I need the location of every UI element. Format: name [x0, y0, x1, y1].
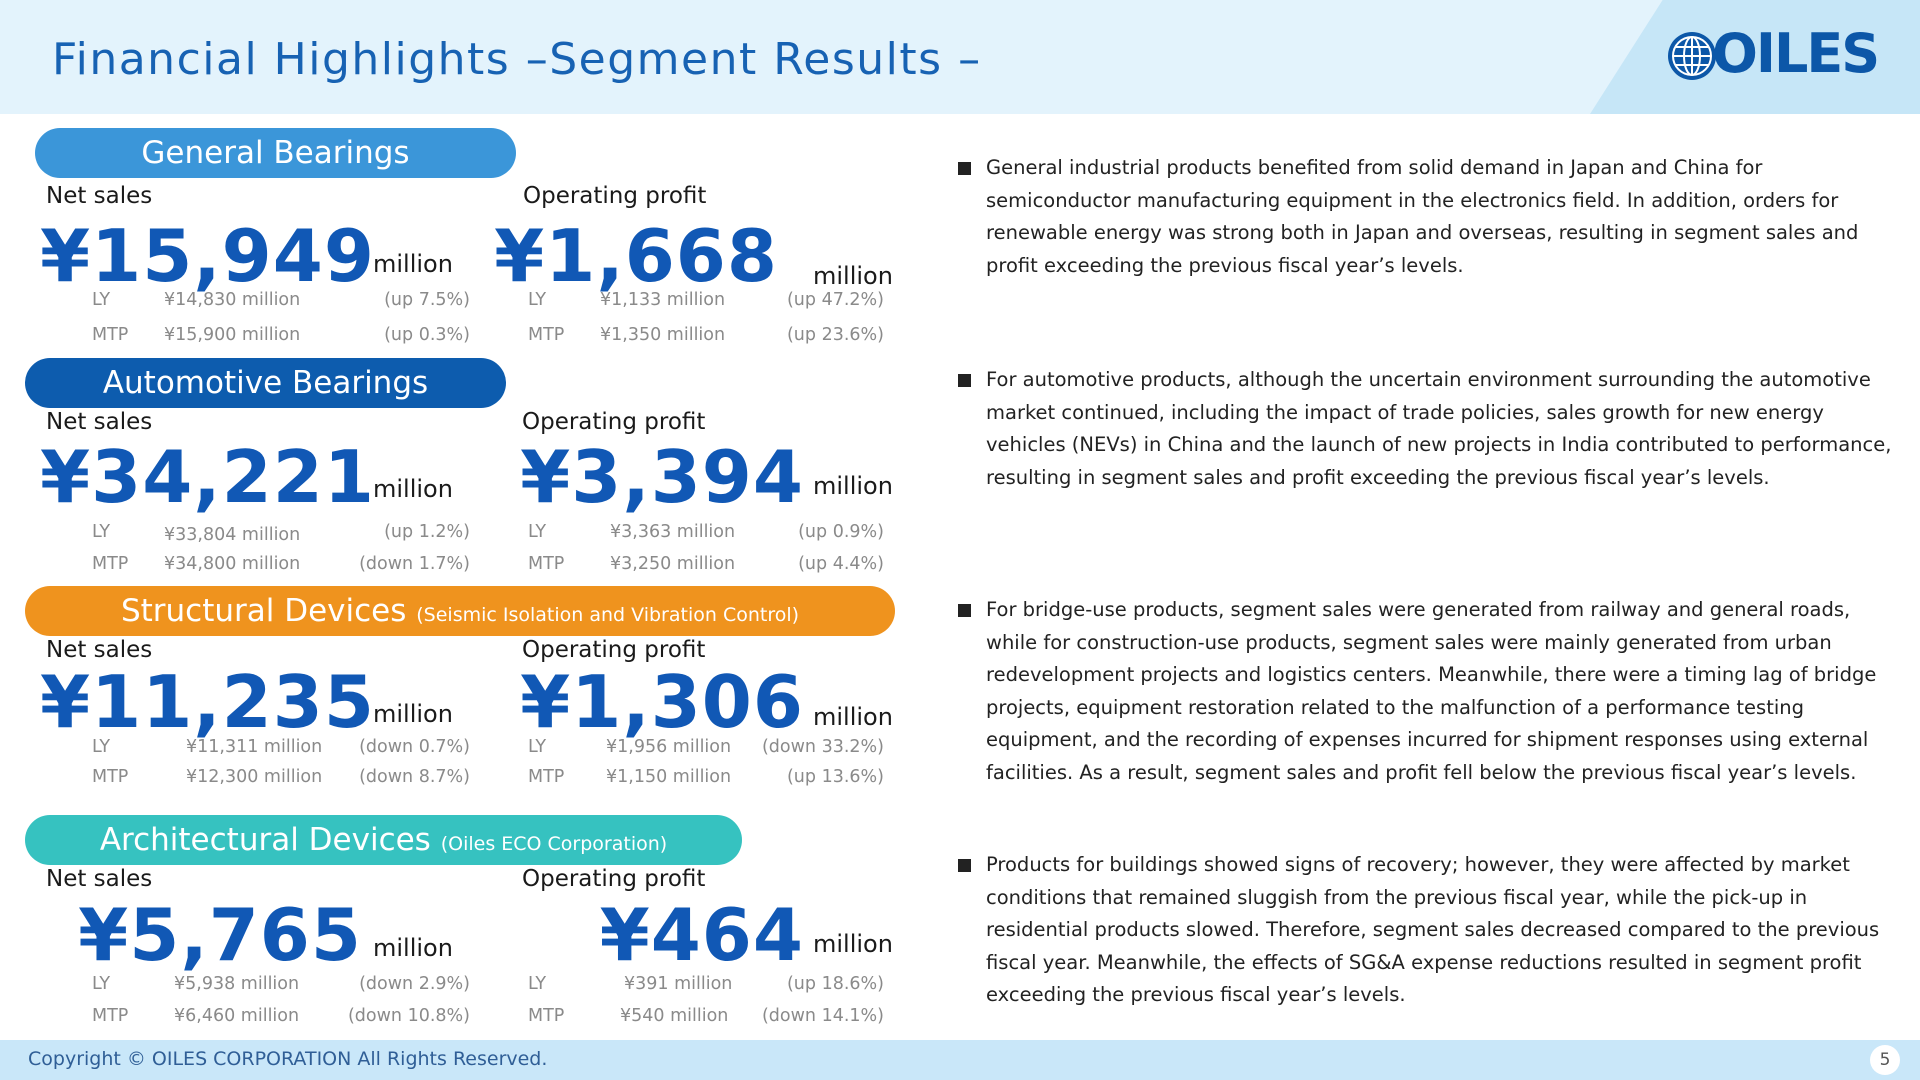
- net-sales-mtp-label: MTP: [92, 767, 129, 787]
- net-sales-ly-value: ¥5,938 million: [174, 974, 300, 994]
- operating-profit-mtp-label: MTP: [528, 767, 565, 787]
- segment-name: Architectural Devices: [99, 822, 431, 858]
- net-sales-label: Net sales: [46, 409, 153, 435]
- net-sales-unit: million: [373, 700, 453, 728]
- operating-profit-ly-change: (up 18.6%): [786, 974, 884, 994]
- copyright-text: Copyright © OILES CORPORATION All Rights…: [28, 1048, 548, 1070]
- segment-title-pill: Automotive Bearings: [25, 358, 506, 408]
- net-sales-ly-label: LY: [92, 290, 111, 310]
- operating-profit-label: Operating profit: [522, 866, 706, 892]
- operating-profit-mtp-change: (up 4.4%): [798, 554, 884, 574]
- commentary-text: General industrial products benefited fr…: [986, 156, 1859, 277]
- operating-profit-label: Operating profit: [523, 183, 707, 209]
- segment-name: Structural Devices: [120, 593, 407, 629]
- segment-name: Automotive Bearings: [102, 365, 429, 401]
- net-sales-label: Net sales: [46, 183, 153, 209]
- net-sales-label: Net sales: [46, 637, 153, 663]
- operating-profit-unit: million: [813, 703, 893, 731]
- operating-profit-value: ¥1,306: [520, 660, 804, 744]
- operating-profit-ly-change: (up 0.9%): [798, 522, 884, 542]
- net-sales-mtp-change: (down 1.7%): [359, 554, 470, 574]
- operating-profit-unit: million: [813, 930, 893, 958]
- globe-icon: [1668, 32, 1716, 80]
- net-sales-mtp-change: (up 0.3%): [384, 325, 470, 345]
- operating-profit-mtp-label: MTP: [528, 554, 565, 574]
- net-sales-mtp-change: (down 8.7%): [359, 767, 470, 787]
- operating-profit-mtp-change: (down 14.1%): [761, 1006, 884, 1026]
- net-sales-mtp-value: ¥12,300 million: [186, 767, 323, 787]
- operating-profit-ly-label: LY: [528, 522, 547, 542]
- operating-profit-ly-label: LY: [528, 737, 547, 757]
- operating-profit-label: Operating profit: [522, 409, 706, 435]
- operating-profit-ly-value: ¥1,133 million: [600, 290, 726, 310]
- operating-profit-ly-value: ¥1,956 million: [606, 737, 732, 757]
- net-sales-ly-label: LY: [92, 522, 111, 542]
- operating-profit-ly-change: (down 33.2%): [761, 737, 884, 757]
- operating-profit-label: Operating profit: [522, 637, 706, 663]
- net-sales-value: ¥11,235: [40, 660, 375, 744]
- net-sales-mtp-label: MTP: [92, 1006, 129, 1026]
- operating-profit-mtp-label: MTP: [528, 325, 565, 345]
- operating-profit-value: ¥3,394: [520, 435, 804, 519]
- operating-profit-mtp-value: ¥3,250 million: [610, 554, 736, 574]
- net-sales-unit: million: [373, 250, 453, 278]
- segment-subtitle: (Seismic Isolation and Vibration Control…: [416, 604, 800, 626]
- net-sales-ly-change: (up 1.2%): [384, 522, 470, 542]
- operating-profit-ly-value: ¥3,363 million: [610, 522, 736, 542]
- square-bullet-icon: [958, 374, 971, 387]
- net-sales-ly-value: ¥33,804 million: [164, 525, 301, 545]
- operating-profit-mtp-value: ¥1,350 million: [600, 325, 726, 345]
- net-sales-ly-change: (down 2.9%): [359, 974, 470, 994]
- net-sales-mtp-label: MTP: [92, 325, 129, 345]
- net-sales-value: ¥15,949: [40, 214, 375, 298]
- operating-profit-ly-change: (up 47.2%): [786, 290, 884, 310]
- net-sales-value: ¥34,221: [40, 435, 375, 519]
- net-sales-value: ¥5,765: [78, 893, 362, 977]
- segment-name: General Bearings: [141, 135, 410, 171]
- net-sales-mtp-value: ¥34,800 million: [164, 554, 301, 574]
- net-sales-ly-value: ¥14,830 million: [164, 290, 301, 310]
- square-bullet-icon: [958, 162, 971, 175]
- commentary-text: Products for buildings showed signs of r…: [986, 853, 1880, 1006]
- operating-profit-unit: million: [813, 262, 893, 290]
- segment-title-pill: Structural Devices (Seismic Isolation an…: [25, 586, 895, 636]
- header-bar: Financial Highlights –Segment Results – …: [0, 0, 1920, 114]
- square-bullet-icon: [958, 604, 971, 617]
- commentary-text: For bridge-use products, segment sales w…: [986, 598, 1877, 784]
- operating-profit-ly-label: LY: [528, 974, 547, 994]
- logo-text: OILES: [1712, 22, 1880, 85]
- operating-profit-mtp-change: (up 13.6%): [786, 767, 884, 787]
- net-sales-mtp-change: (down 10.8%): [347, 1006, 470, 1026]
- net-sales-mtp-label: MTP: [92, 554, 129, 574]
- operating-profit-mtp-value: ¥1,150 million: [606, 767, 732, 787]
- net-sales-ly-change: (up 7.5%): [384, 290, 470, 310]
- segment-title-pill: Architectural Devices (Oiles ECO Corpora…: [25, 815, 742, 865]
- net-sales-ly-value: ¥11,311 million: [186, 737, 323, 757]
- operating-profit-ly-label: LY: [528, 290, 547, 310]
- net-sales-mtp-value: ¥6,460 million: [174, 1006, 300, 1026]
- net-sales-ly-label: LY: [92, 737, 111, 757]
- operating-profit-mtp-value: ¥540 million: [620, 1006, 729, 1026]
- square-bullet-icon: [958, 859, 971, 872]
- operating-profit-mtp-change: (up 23.6%): [786, 325, 884, 345]
- net-sales-label: Net sales: [46, 866, 153, 892]
- net-sales-unit: million: [373, 934, 453, 962]
- segment-title-pill: General Bearings: [35, 128, 516, 178]
- segment-subtitle: (Oiles ECO Corporation): [440, 833, 668, 855]
- net-sales-ly-change: (down 0.7%): [359, 737, 470, 757]
- operating-profit-ly-value: ¥391 million: [624, 974, 733, 994]
- operating-profit-mtp-label: MTP: [528, 1006, 565, 1026]
- operating-profit-value: ¥1,668: [494, 214, 778, 298]
- operating-profit-unit: million: [813, 472, 893, 500]
- page-number: 5: [1870, 1045, 1900, 1075]
- page-title: Financial Highlights –Segment Results –: [52, 34, 982, 85]
- net-sales-unit: million: [373, 475, 453, 503]
- net-sales-ly-label: LY: [92, 974, 111, 994]
- operating-profit-value: ¥464: [599, 893, 804, 977]
- net-sales-mtp-value: ¥15,900 million: [164, 325, 301, 345]
- commentary-text: For automotive products, although the un…: [986, 368, 1892, 489]
- footer-bar: Copyright © OILES CORPORATION All Rights…: [0, 1040, 1920, 1080]
- oiles-logo: OILES: [1668, 22, 1880, 85]
